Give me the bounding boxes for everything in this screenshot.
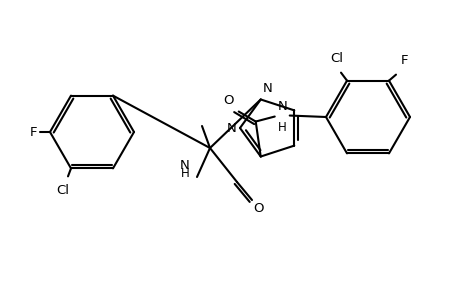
Text: H: H xyxy=(180,167,189,180)
Text: O: O xyxy=(252,202,263,215)
Text: O: O xyxy=(223,94,233,106)
Text: N: N xyxy=(262,82,272,95)
Text: N: N xyxy=(180,159,190,172)
Text: F: F xyxy=(29,125,37,139)
Text: Cl: Cl xyxy=(330,52,343,64)
Text: N: N xyxy=(227,122,236,134)
Text: N: N xyxy=(277,100,287,112)
Text: H: H xyxy=(277,121,286,134)
Text: F: F xyxy=(400,54,408,67)
Text: Cl: Cl xyxy=(56,184,69,197)
